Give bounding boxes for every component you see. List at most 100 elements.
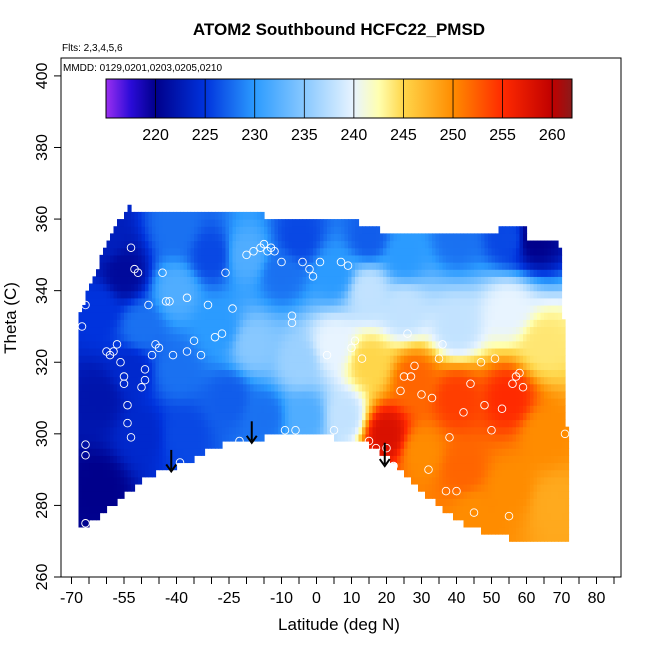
field-cell	[138, 347, 143, 356]
field-cell	[236, 283, 241, 292]
field-cell	[138, 247, 143, 256]
field-cell	[463, 398, 468, 406]
field-cell	[138, 304, 143, 313]
field-cell	[481, 240, 486, 249]
field-cell	[540, 448, 545, 456]
field-cell	[526, 534, 531, 542]
field-cell	[502, 519, 507, 528]
field-cell	[169, 233, 174, 242]
field-cell	[376, 226, 381, 234]
field-cell	[400, 455, 405, 464]
field-cell	[124, 276, 129, 285]
field-cell	[344, 262, 349, 270]
field-cell	[491, 233, 496, 242]
flight-point	[242, 250, 251, 260]
field-cell	[145, 312, 150, 320]
field-cell	[218, 405, 223, 413]
field-cell	[474, 419, 479, 428]
field-cell	[498, 283, 503, 292]
field-cell	[257, 340, 262, 349]
field-cell	[484, 340, 489, 349]
field-cell	[159, 276, 164, 285]
field-cell	[260, 340, 265, 349]
field-cell	[78, 440, 83, 449]
field-cell	[446, 426, 451, 435]
field-cell	[393, 448, 398, 456]
field-cell	[166, 383, 171, 392]
field-cell	[498, 269, 503, 277]
field-cell	[330, 376, 335, 385]
field-cell	[155, 254, 160, 263]
field-cell	[551, 283, 556, 292]
field-cell	[141, 219, 146, 227]
field-cell	[393, 455, 398, 464]
field-cell	[264, 219, 269, 227]
field-cell	[208, 340, 213, 349]
field-cell	[103, 297, 108, 306]
field-cell	[232, 233, 237, 242]
field-cell	[92, 333, 97, 342]
field-cell	[215, 312, 220, 320]
field-cell	[376, 304, 381, 313]
field-cell	[316, 412, 321, 421]
field-cell	[526, 426, 531, 435]
field-cell	[292, 376, 297, 385]
field-cell	[344, 219, 349, 227]
field-cell	[407, 405, 412, 413]
field-cell	[148, 376, 153, 385]
field-cell	[306, 219, 311, 227]
field-cell	[516, 362, 521, 370]
field-cell	[271, 355, 276, 363]
field-cell	[145, 254, 150, 263]
field-cell	[428, 426, 433, 435]
field-cell	[411, 269, 416, 277]
field-cell	[477, 347, 482, 356]
field-cell	[509, 362, 514, 370]
field-cell	[166, 211, 171, 220]
field-cell	[551, 419, 556, 428]
field-cell	[85, 340, 90, 349]
field-cell	[96, 362, 101, 370]
field-cell	[99, 369, 104, 378]
field-cell	[274, 419, 279, 428]
field-cell	[463, 498, 468, 507]
field-cell	[523, 469, 528, 478]
field-cell	[533, 240, 538, 249]
field-cell	[397, 340, 402, 349]
field-cell	[523, 455, 528, 464]
field-cell	[155, 290, 160, 299]
field-cell	[351, 247, 356, 256]
field-cell	[295, 269, 300, 277]
field-cell	[446, 347, 451, 356]
field-cell	[148, 226, 153, 234]
flight-point	[235, 436, 244, 446]
field-cell	[456, 440, 461, 449]
field-cell	[337, 276, 342, 285]
field-cell	[243, 390, 248, 399]
field-cell	[425, 419, 430, 428]
field-cell	[211, 340, 216, 349]
field-cell	[544, 383, 549, 392]
field-cell	[131, 254, 136, 263]
field-cell	[204, 376, 209, 385]
field-cell	[491, 340, 496, 349]
field-cell	[120, 448, 125, 456]
field-cell	[456, 326, 461, 335]
field-cell	[215, 362, 220, 370]
field-cell	[561, 412, 566, 421]
field-cell	[505, 405, 510, 413]
field-cell	[187, 262, 192, 270]
field-cell	[148, 448, 153, 456]
field-cell	[334, 276, 339, 285]
field-cell	[250, 326, 255, 335]
field-cell	[418, 262, 423, 270]
field-cell	[334, 405, 339, 413]
field-cell	[537, 262, 542, 270]
field-cell	[187, 233, 192, 242]
field-cell	[348, 240, 353, 249]
field-cell	[236, 211, 241, 220]
field-cell	[232, 362, 237, 370]
field-cell	[418, 362, 423, 370]
field-cell	[453, 369, 458, 378]
field-cell	[397, 254, 402, 263]
